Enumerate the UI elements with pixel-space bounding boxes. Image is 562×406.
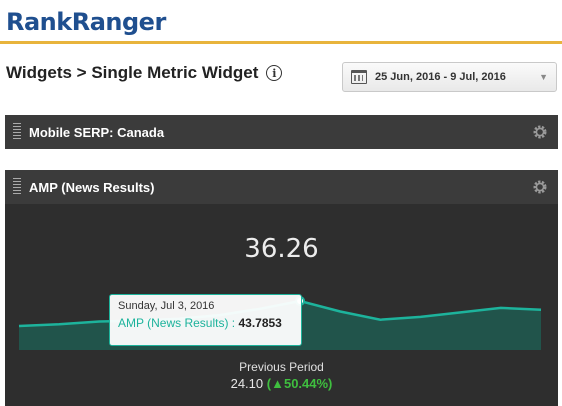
breadcrumb: Widgets > Single Metric Widget i [6, 63, 283, 83]
previous-period-value: 24.10 [230, 376, 264, 391]
chart-tooltip: Sunday, Jul 3, 2016 AMP (News Results) :… [109, 294, 302, 346]
tooltip-date: Sunday, Jul 3, 2016 [118, 300, 215, 312]
brand-logo[interactable]: RankRanger [6, 8, 166, 36]
calendar-icon [351, 70, 367, 84]
brand-logo-part2: Ranger [71, 8, 167, 36]
panel-header-amp: AMP (News Results) [5, 170, 558, 204]
drag-handle-icon[interactable] [13, 178, 21, 196]
date-range-value: 25 Jun, 2016 - 9 Jul, 2016 [375, 71, 506, 83]
panel-header-mobile-serp: Mobile SERP: Canada [5, 115, 558, 149]
date-range-picker[interactable]: 25 Jun, 2016 - 9 Jul, 2016 ▼ [342, 62, 557, 92]
panel-title: AMP (News Results) [29, 179, 155, 195]
gear-icon[interactable] [532, 124, 548, 140]
chevron-down-icon: ▼ [539, 72, 548, 82]
tooltip-series: AMP (News Results) : [118, 316, 239, 330]
tooltip-value: 43.7853 [238, 316, 282, 330]
brand-logo-part1: Rank [6, 8, 72, 36]
info-icon[interactable]: i [266, 65, 283, 81]
previous-period-label: Previous Period [239, 360, 324, 374]
tooltip-row: AMP (News Results) : 43.7853 [118, 316, 293, 330]
drag-handle-icon[interactable] [13, 123, 21, 141]
metric-value: 36.26 [244, 234, 319, 264]
gear-icon[interactable] [532, 179, 548, 195]
previous-period-values: 24.10 (▲50.44%) [5, 376, 558, 391]
panel-title: Mobile SERP: Canada [29, 124, 165, 140]
page-title: Widgets > Single Metric Widget [6, 63, 259, 82]
period-change: (▲50.44%) [266, 376, 333, 391]
logo-bar: RankRanger [0, 0, 562, 44]
